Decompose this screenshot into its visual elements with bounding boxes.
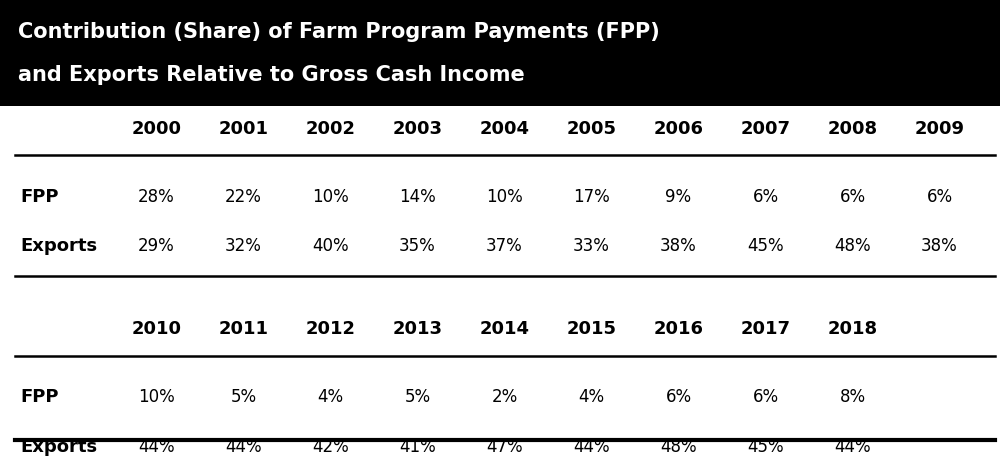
Text: Contribution (Share) of Farm Program Payments (FPP): Contribution (Share) of Farm Program Pay… xyxy=(18,21,660,42)
Text: 4%: 4% xyxy=(578,388,605,406)
Text: 44%: 44% xyxy=(573,438,610,456)
Text: 44%: 44% xyxy=(138,438,175,456)
Text: 2002: 2002 xyxy=(305,120,355,138)
Text: 10%: 10% xyxy=(486,188,523,206)
Text: 5%: 5% xyxy=(230,388,257,406)
Text: 44%: 44% xyxy=(834,438,871,456)
Text: 2016: 2016 xyxy=(654,320,704,339)
Text: and Exports Relative to Gross Cash Income: and Exports Relative to Gross Cash Incom… xyxy=(18,65,525,85)
Text: 8%: 8% xyxy=(839,388,866,406)
Text: 2014: 2014 xyxy=(479,320,530,339)
Text: 9%: 9% xyxy=(665,188,692,206)
Text: 2012: 2012 xyxy=(305,320,355,339)
Text: 42%: 42% xyxy=(312,438,349,456)
Text: 2003: 2003 xyxy=(392,120,442,138)
Text: 41%: 41% xyxy=(399,438,436,456)
Text: 22%: 22% xyxy=(225,188,262,206)
Text: 29%: 29% xyxy=(138,237,175,255)
Text: 4%: 4% xyxy=(317,388,344,406)
Text: 47%: 47% xyxy=(486,438,523,456)
Text: 6%: 6% xyxy=(752,188,779,206)
Text: 32%: 32% xyxy=(225,237,262,255)
Text: 14%: 14% xyxy=(399,188,436,206)
Text: 5%: 5% xyxy=(404,388,431,406)
Text: 38%: 38% xyxy=(660,237,697,255)
Text: 2010: 2010 xyxy=(132,320,182,339)
Text: 35%: 35% xyxy=(399,237,436,255)
Text: 2011: 2011 xyxy=(218,320,268,339)
Text: 2008: 2008 xyxy=(827,120,878,138)
Text: 45%: 45% xyxy=(747,438,784,456)
Text: FPP: FPP xyxy=(20,388,58,406)
Text: 10%: 10% xyxy=(312,188,349,206)
Text: 2001: 2001 xyxy=(218,120,268,138)
Text: 2009: 2009 xyxy=(914,120,964,138)
Text: 28%: 28% xyxy=(138,188,175,206)
Text: 6%: 6% xyxy=(752,388,779,406)
Text: 2017: 2017 xyxy=(740,320,790,339)
Text: 44%: 44% xyxy=(225,438,262,456)
Text: 10%: 10% xyxy=(138,388,175,406)
Text: 6%: 6% xyxy=(839,188,866,206)
Text: 6%: 6% xyxy=(926,188,953,206)
Text: 48%: 48% xyxy=(660,438,697,456)
Text: 2005: 2005 xyxy=(566,120,616,138)
Text: 45%: 45% xyxy=(747,237,784,255)
Text: 2006: 2006 xyxy=(654,120,704,138)
Text: Exports: Exports xyxy=(20,438,97,456)
Text: 33%: 33% xyxy=(573,237,610,255)
Text: FPP: FPP xyxy=(20,188,58,206)
Text: 2000: 2000 xyxy=(132,120,182,138)
Text: 2018: 2018 xyxy=(827,320,878,339)
Text: 2004: 2004 xyxy=(479,120,530,138)
FancyBboxPatch shape xyxy=(0,0,1000,106)
Text: 38%: 38% xyxy=(921,237,958,255)
Text: 2%: 2% xyxy=(491,388,518,406)
Text: 37%: 37% xyxy=(486,237,523,255)
Text: 2007: 2007 xyxy=(740,120,790,138)
Text: Exports: Exports xyxy=(20,237,97,255)
Text: 2015: 2015 xyxy=(566,320,616,339)
Text: 48%: 48% xyxy=(834,237,871,255)
Text: 17%: 17% xyxy=(573,188,610,206)
Text: 40%: 40% xyxy=(312,237,349,255)
Text: 6%: 6% xyxy=(665,388,692,406)
Text: 2013: 2013 xyxy=(392,320,442,339)
